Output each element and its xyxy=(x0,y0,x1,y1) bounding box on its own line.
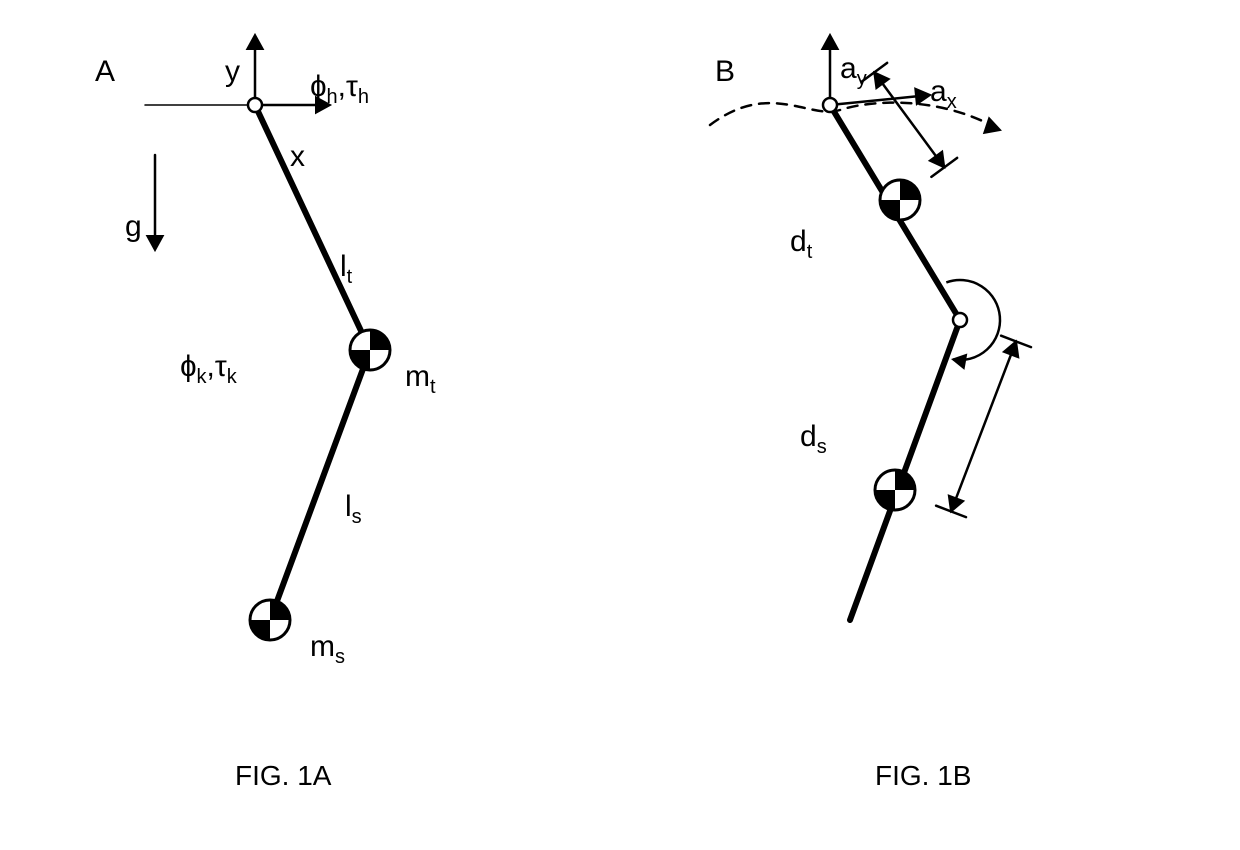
gravity-label: g xyxy=(125,210,142,244)
panel-a-letter: A xyxy=(95,55,115,89)
ls-label: ls xyxy=(345,490,362,529)
mt-label: mt xyxy=(405,360,436,399)
phi-k-tau-k-label: ɸk,τk xyxy=(180,350,237,389)
fig-1a-caption: FIG. 1A xyxy=(235,760,331,792)
phi-h-tau-h-label: ɸh,τh xyxy=(310,70,369,109)
panel-b-letter: B xyxy=(715,55,735,89)
diagram-canvas: A y x ɸh,τh g lt ɸk,τk mt ls ms B ay ax … xyxy=(0,0,1240,850)
dt-label: dt xyxy=(790,225,812,264)
ay-label: ay xyxy=(840,52,867,91)
ms-label: ms xyxy=(310,630,345,669)
ds-label: ds xyxy=(800,420,827,459)
lt-label: lt xyxy=(340,250,352,289)
fig-1b-caption: FIG. 1B xyxy=(875,760,971,792)
diagram-svg xyxy=(0,0,1240,850)
y-axis-label: y xyxy=(225,55,240,89)
ax-label: ax xyxy=(930,75,957,114)
x-axis-label: x xyxy=(290,140,305,174)
